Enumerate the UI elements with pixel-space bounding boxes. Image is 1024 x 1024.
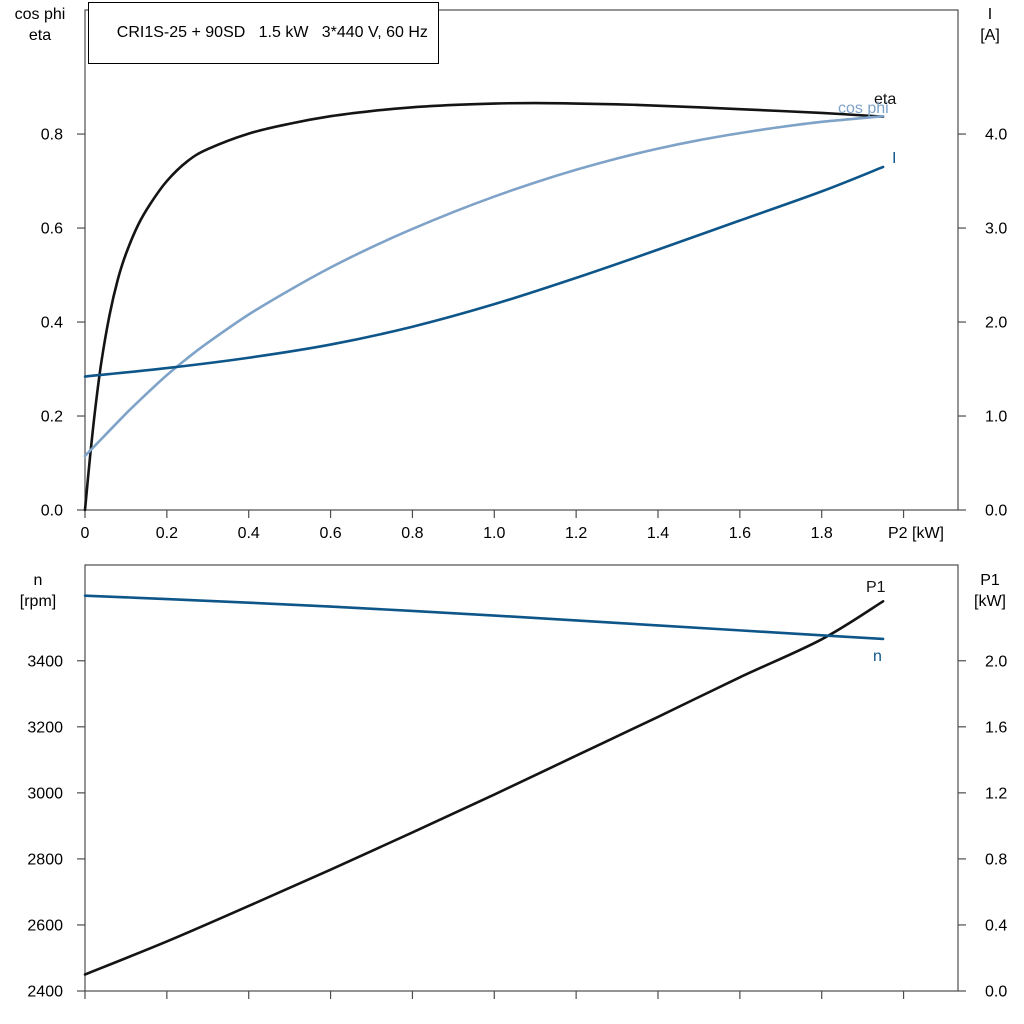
y-left-tick-label: 2400 [27,984,63,1001]
x-tick-label: 0.4 [238,525,260,542]
y-right-tick-label: 1.6 [985,719,1007,736]
y-left-tick-label: 0.8 [41,127,63,144]
x-tick-label: 1.6 [729,525,751,542]
plot-frame [84,564,959,992]
x-tick-label: 0.8 [401,525,423,542]
axis-label-eta: eta [28,27,52,44]
axis-label-current: I [A] [962,4,1018,46]
y-left-tick-label: 3400 [27,653,63,670]
y-left-tick-label: 2600 [27,917,63,934]
chart-title: CRI1S-25 + 90SD 1.5 kW 3*440 V, 60 Hz [116,24,428,41]
curve-speed [83,594,885,641]
axis-label-n: n [33,572,43,589]
axis-label-rpm-unit: [rpm] [19,593,57,610]
y-right-tick-label: 0.0 [985,984,1007,1001]
x-axis-label: P2 [kW] [888,525,944,542]
curve-input-power [83,600,885,976]
x-tick-label: 1.0 [483,525,505,542]
axis-label-speed: n [rpm] [0,570,76,612]
curve-eta [83,101,885,512]
y-right-tick-label: 0.4 [985,917,1007,934]
speed-input-power-chart: 2400 2600 2800 3000 3200 3400 0.0 0.4 0.8 1.2 1.6 2… [27,564,1007,1001]
axis-label-cos-phi: cos phi [14,6,66,23]
y-right-tick-label: 3.0 [985,221,1007,238]
y-left-tick-label: 3000 [27,785,63,802]
curve-label-speed: n [873,648,882,665]
y-right-tick-label: 2.0 [985,315,1007,332]
y-left-tick-label: 3200 [27,719,63,736]
y-left-tick-label: 2800 [27,851,63,868]
y-right-tick-label: 1.0 [985,409,1007,426]
curve-label-input-power: P1 [866,579,886,596]
x-tick-label: 1.8 [811,525,833,542]
axis-label-p1: P1 [980,572,1000,589]
y-left-tick-label: 0.6 [41,221,63,238]
curve-label-current: I [892,150,896,167]
x-tick-label: 0.6 [319,525,341,542]
motor-power-chart: 0 0.2 0.4 0.6 0.8 1.0 1.2 1.4 1.6 1.8 P2 [kW] 0.0 0.… [41,9,1007,542]
curve-label-cos-phi: cos phi [838,100,889,117]
y-left-tick-label: 0.4 [41,315,63,332]
y-right-tick-label: 1.2 [985,785,1007,802]
y-right-tick-label: 0.0 [985,503,1007,520]
x-tick-label: 1.2 [565,525,587,542]
axis-label-cosphi-eta: cos phi eta [2,4,78,46]
axis-label-i: I [987,6,993,23]
curve-label-eta: eta [874,91,896,108]
curve-cos-phi [83,114,885,458]
y-left-tick-label: 0.0 [41,503,63,520]
axis-label-amps-unit: [A] [980,27,1000,44]
y-left-tick-label: 0.2 [41,409,63,426]
axis-label-input-power: P1 [kW] [960,570,1020,612]
y-right-tick-label: 4.0 [985,127,1007,144]
axis-label-kw-unit: [kW] [974,593,1006,610]
x-tick-label: 0.2 [156,525,178,542]
x-tick-label: 0 [81,525,90,542]
plot-frame [84,9,959,511]
x-tick-label: 1.4 [647,525,669,542]
y-right-tick-label: 2.0 [985,653,1007,670]
chart-title-box: CRI1S-25 + 90SD 1.5 kW 3*440 V, 60 Hz [88,2,439,64]
y-right-tick-label: 0.8 [985,851,1007,868]
curve-current [83,165,885,378]
